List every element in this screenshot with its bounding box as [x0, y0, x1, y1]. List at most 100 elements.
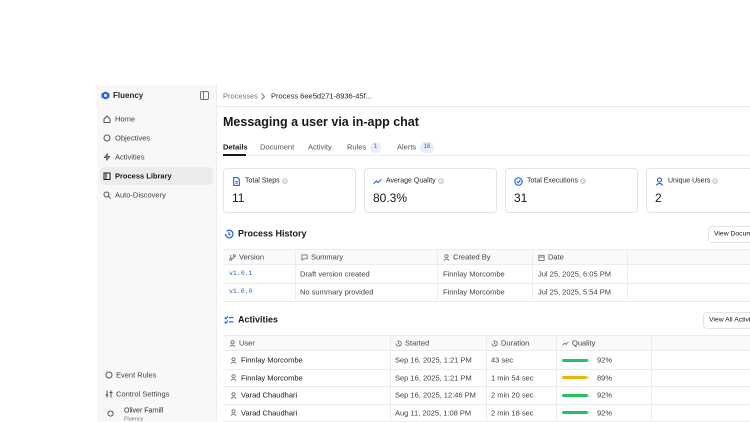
nav-item[interactable]: Auto-Discovery: [115, 190, 166, 200]
column-divider: [627, 249, 628, 300]
table-cell: 2 min 20 sec: [491, 390, 534, 400]
tab-underline: [223, 154, 246, 156]
tab[interactable]: Details: [223, 142, 248, 152]
brand-logo: [101, 91, 110, 100]
quality-label: 92%: [597, 390, 613, 400]
tab-badge-count: 16: [423, 144, 431, 150]
icon-info: [282, 178, 288, 184]
table-cell: Varad Chaudhari: [241, 407, 298, 417]
column-header: Quality: [572, 338, 596, 348]
table-cell: Sep 16, 2025, 12:46 PM: [395, 390, 476, 400]
column-divider: [437, 249, 438, 300]
quality-label: 92%: [597, 355, 613, 365]
icon-user: [655, 176, 664, 186]
nav-item[interactable]: Activities: [115, 152, 145, 162]
tab[interactable]: Document: [260, 142, 295, 152]
table-cell: Aug 11, 2025, 1:08 PM: [395, 407, 472, 417]
user-org: Fluency: [124, 416, 144, 422]
icon-info: [438, 178, 444, 184]
table-cell: No summary provided: [300, 287, 374, 297]
row-divider: [223, 386, 750, 387]
stat-value: 11: [232, 191, 245, 205]
icon-book: [103, 172, 111, 180]
section-button-label: View All Activities: [709, 316, 750, 324]
table-cell: Finnlay Morcombe: [241, 372, 303, 382]
icon-sliders: [105, 390, 113, 398]
column-divider: [556, 335, 557, 422]
nav-item[interactable]: Home: [115, 114, 136, 124]
icon-circle: [105, 371, 113, 379]
icon-circle: [103, 134, 111, 142]
column-header: Summary: [311, 252, 344, 262]
sidebar: [97, 85, 217, 422]
section-title: Activities: [238, 314, 279, 325]
table-cell: 2 min 18 sec: [491, 407, 534, 417]
quality-bar: [562, 376, 587, 379]
table-cell: Sep 16, 2025, 1:21 PM: [395, 355, 472, 365]
nav-item[interactable]: Objectives: [115, 133, 151, 143]
icon-user: [443, 253, 450, 261]
table-cell: Varad Chaudhari: [241, 390, 298, 400]
column-divider: [532, 249, 533, 300]
quality-label: 92%: [597, 407, 613, 417]
icon-search: [103, 191, 111, 199]
table-cell: v1.0.0: [229, 287, 253, 295]
icon-home: [103, 115, 111, 123]
nav-item[interactable]: Process Library: [115, 171, 172, 181]
nav-item[interactable]: Control Settings: [116, 389, 170, 399]
breadcrumb-current: Process 6ee5d271-8936-45f...: [271, 91, 372, 101]
tab[interactable]: Activity: [308, 142, 332, 152]
quality-label: 89%: [597, 372, 613, 382]
stat-label: Total Steps: [245, 177, 280, 185]
table-cell: v1.0.1: [229, 269, 253, 277]
brand-name: Fluency: [113, 91, 144, 100]
tab[interactable]: Rules: [347, 142, 367, 152]
breadcrumb-link[interactable]: Processes: [223, 91, 259, 101]
icon-user: [229, 339, 236, 347]
icon-git: [229, 253, 236, 261]
icon-doc: [233, 176, 240, 186]
icon-user: [230, 356, 237, 364]
icon-check: [514, 176, 523, 186]
table-cell: Sep 16, 2025, 1:21 PM: [395, 372, 472, 382]
stat-value: 2: [655, 191, 662, 205]
column-divider: [295, 249, 296, 300]
icon-trend: [373, 178, 382, 184]
icon-trend: [562, 340, 569, 346]
icon-user: [230, 374, 237, 381]
column-divider: [390, 335, 391, 422]
table-cell: Finnlay Morcombe: [241, 355, 303, 365]
stat-card: [646, 168, 750, 213]
column-header: Started: [405, 338, 430, 348]
row-divider: [223, 403, 750, 405]
tab-badge: [370, 141, 381, 153]
icon-history: [395, 340, 402, 347]
tab[interactable]: Alerts: [397, 142, 417, 152]
column-header: Created By: [453, 252, 491, 262]
stat-card: [505, 168, 638, 213]
row-divider: [223, 368, 750, 370]
table-cell: 1 min 54 sec: [491, 372, 534, 382]
section-button[interactable]: [708, 226, 750, 243]
column-header: Date: [548, 252, 564, 262]
page-title: Messaging a user via in-app chat: [223, 114, 419, 129]
nav-item[interactable]: Event Rules: [116, 370, 157, 380]
section-title: Process History: [238, 228, 307, 239]
table-header: [223, 249, 750, 265]
table-cell: Jul 25, 2025, 5:54 PM: [538, 287, 611, 297]
table-cell: Jul 25, 2025, 6:05 PM: [538, 269, 611, 279]
quality-bar: [562, 393, 588, 397]
icon-info: [580, 178, 586, 184]
quality-bar: [562, 358, 588, 362]
icon-info: [712, 178, 718, 184]
stat-label: Total Executions: [527, 177, 578, 185]
column-header: Duration: [501, 338, 530, 348]
section-button[interactable]: [703, 312, 750, 329]
stat-label: Unique Users: [668, 177, 711, 185]
table-cell: 43 sec: [491, 355, 514, 365]
collapse-button[interactable]: [200, 91, 209, 100]
stat-value: 31: [514, 191, 528, 205]
stat-card: [364, 168, 497, 213]
stat-card: [223, 168, 356, 213]
table-cell: Finnlay Morcombe: [443, 269, 505, 279]
